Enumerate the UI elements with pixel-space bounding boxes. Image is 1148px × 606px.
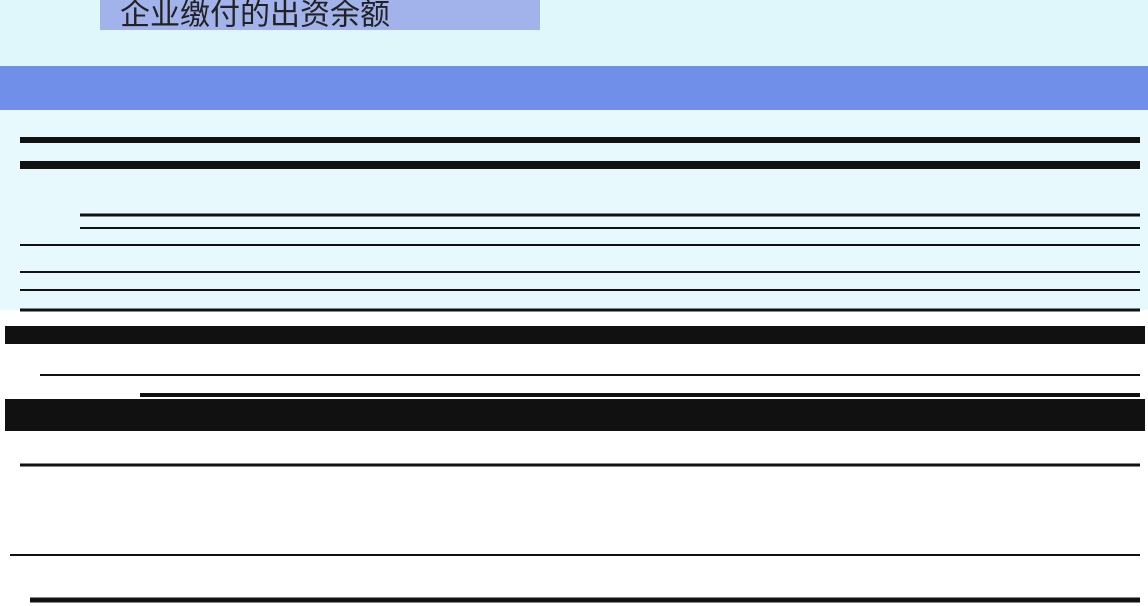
scan-lines	[5, 137, 1145, 603]
blue-band	[0, 66, 1148, 110]
cyan-band	[0, 110, 1148, 310]
title: 企业缴付的出资余额	[120, 0, 390, 33]
title-highlight	[100, 0, 540, 30]
